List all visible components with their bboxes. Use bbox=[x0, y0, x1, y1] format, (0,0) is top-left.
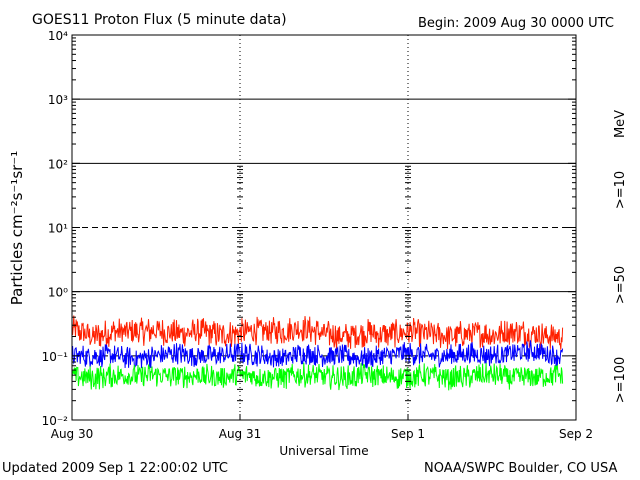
x-tick-label: Aug 30 bbox=[51, 427, 94, 441]
legend-entry-50mev: >=50 bbox=[613, 266, 628, 304]
begin-time: Begin: 2009 Aug 30 0000 UTC bbox=[418, 16, 614, 31]
credit-text: NOAA/SWPC Boulder, CO USA bbox=[424, 461, 617, 476]
chart-title: GOES11 Proton Flux (5 minute data) bbox=[32, 12, 287, 28]
legend: MeV >=10 >=50 >=100 bbox=[613, 110, 628, 403]
x-tick-label: Sep 1 bbox=[391, 427, 425, 441]
x-tick-label: Sep 2 bbox=[559, 427, 593, 441]
y-tick-label: 10⁻¹ bbox=[42, 350, 69, 364]
series-layer bbox=[71, 315, 564, 391]
y-tick-label: 10⁴ bbox=[48, 29, 68, 43]
series-line-100mev bbox=[71, 362, 564, 391]
y-tick-labels: 10⁻² 10⁻¹ 10⁰ 10¹ 10² 10³ 10⁴ bbox=[42, 29, 69, 428]
series-line-10mev bbox=[71, 315, 564, 350]
axis-ticks bbox=[71, 37, 577, 421]
y-tick-label: 10⁰ bbox=[48, 286, 68, 300]
y-tick-label: 10³ bbox=[48, 93, 68, 107]
series-line-50mev bbox=[71, 340, 564, 369]
x-axis-label: Universal Time bbox=[279, 444, 368, 458]
x-tick-labels: Aug 30 Aug 31 Sep 1 Sep 2 bbox=[51, 427, 593, 441]
y-tick-label: 10² bbox=[48, 157, 68, 171]
plot-frame bbox=[71, 34, 577, 421]
y-axis-label: Particles cm⁻²s⁻¹sr⁻¹ bbox=[8, 151, 26, 305]
legend-entry-100mev: >=100 bbox=[613, 357, 628, 404]
x-tick-label: Aug 31 bbox=[219, 427, 262, 441]
legend-unit: MeV bbox=[613, 110, 628, 138]
legend-entry-10mev: >=10 bbox=[613, 171, 628, 209]
y-tick-label: 10⁻² bbox=[42, 414, 69, 428]
updated-time: Updated 2009 Sep 1 22:00:02 UTC bbox=[2, 461, 228, 476]
y-tick-label: 10¹ bbox=[48, 222, 68, 236]
